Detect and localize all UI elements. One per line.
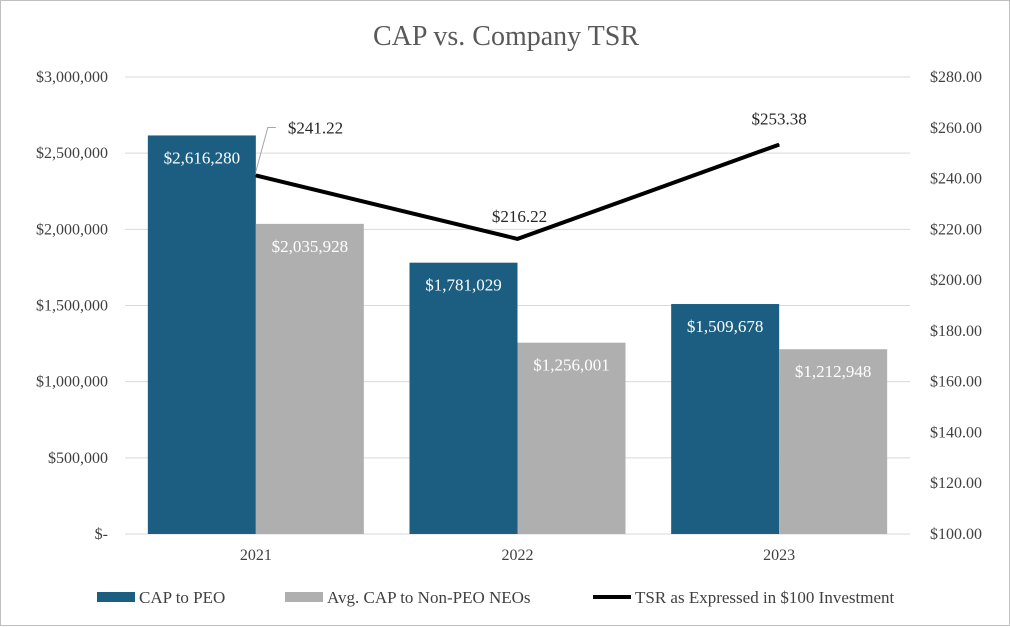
bar-data-label: $1,212,948 xyxy=(795,362,872,381)
left-axis-tick-label: $2,500,000 xyxy=(36,145,108,162)
chart-title: CAP vs. Company TSR xyxy=(373,21,639,52)
right-axis-tick-label: $260.00 xyxy=(930,120,982,137)
x-axis-tick-label: 2021 xyxy=(240,547,272,564)
left-axis-tick-label: $- xyxy=(95,526,108,543)
bar xyxy=(147,135,256,534)
bar-data-label: $1,781,029 xyxy=(425,276,502,295)
bar-data-label: $1,509,678 xyxy=(687,317,764,336)
right-axis-tick-label: $180.00 xyxy=(930,323,982,340)
right-axis-tick-label: $100.00 xyxy=(930,526,982,543)
tsr-line-layer xyxy=(255,142,780,242)
bar-data-label: $1,256,001 xyxy=(533,356,610,375)
legend-label: TSR as Expressed in $100 Investment xyxy=(635,588,894,607)
right-axis-tick-label: $160.00 xyxy=(930,374,982,391)
tsr-point xyxy=(778,144,780,146)
tsr-data-label: $253.38 xyxy=(752,110,807,129)
left-axis-tick-label: $2,000,000 xyxy=(36,221,108,238)
right-axis-tick-label: $140.00 xyxy=(930,424,982,441)
bar xyxy=(255,223,364,535)
right-axis-tick-label: $120.00 xyxy=(930,475,982,492)
bar xyxy=(671,304,780,534)
tsr-data-label: $216.22 xyxy=(492,207,547,226)
left-axis-tick-label: $500,000 xyxy=(48,450,108,467)
bar-data-label: $2,616,280 xyxy=(164,148,241,167)
bar xyxy=(409,262,518,534)
axis-labels: $- $500,000 $1,000,000 $1,500,000 $2,000,000… xyxy=(36,69,982,564)
bar xyxy=(517,342,626,534)
tsr-label-leader xyxy=(255,126,276,172)
tsr-point xyxy=(517,238,518,240)
data-labels: $2,616,280 $2,035,928 $1,781,029 $1,256,001… xyxy=(164,110,872,382)
bars xyxy=(147,135,888,535)
x-axis-tick-label: 2023 xyxy=(763,547,795,564)
right-axis-tick-label: $200.00 xyxy=(930,272,982,289)
left-axis-tick-label: $1,000,000 xyxy=(36,374,108,391)
legend-label: Avg. CAP to Non-PEO NEOs xyxy=(327,588,531,607)
left-axis-tick-label: $1,500,000 xyxy=(36,298,108,315)
right-axis-tick-label: $220.00 xyxy=(930,221,982,238)
legend-label: CAP to PEO xyxy=(139,588,225,607)
left-axis-tick-label: $3,000,000 xyxy=(36,69,108,86)
legend-swatch xyxy=(97,592,135,602)
legend: CAP to PEO Avg. CAP to Non-PEO NEOs TSR as… xyxy=(97,588,894,607)
bar xyxy=(779,349,888,534)
right-axis-tick-label: $280.00 xyxy=(930,69,982,86)
tsr-data-label: $241.22 xyxy=(288,118,343,137)
legend-swatch xyxy=(285,592,323,602)
right-axis-tick-label: $240.00 xyxy=(930,171,982,188)
tsr-point xyxy=(255,174,257,176)
bar-data-label: $2,035,928 xyxy=(272,237,349,256)
x-axis-tick-label: 2022 xyxy=(502,547,534,564)
